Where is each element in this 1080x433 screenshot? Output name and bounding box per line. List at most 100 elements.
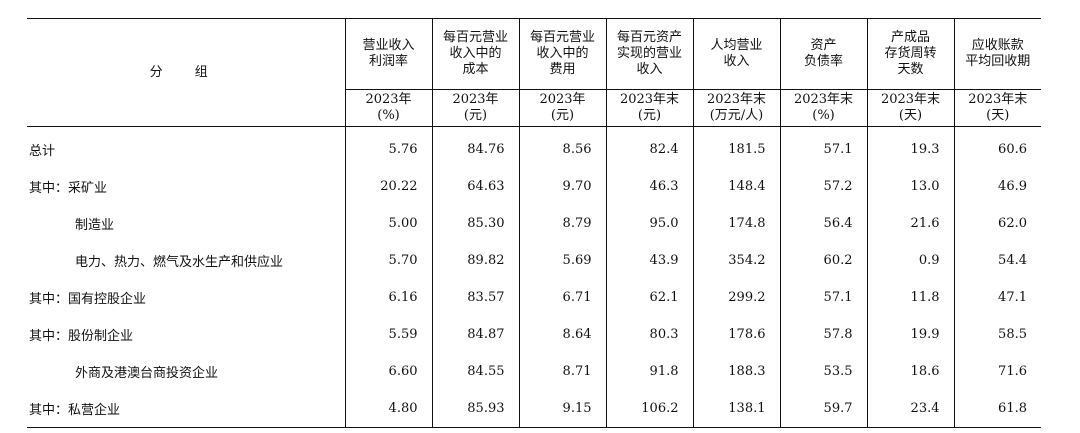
column-header: 每百元营业 收入中的 费用 (518, 18, 606, 90)
table-cell: 5.59 (344, 316, 432, 353)
column-header-text: 每百元营业 (442, 30, 508, 45)
table-cell: 138.1 (692, 390, 780, 428)
table-cell: 19.9 (866, 316, 954, 353)
table-cell: 23.4 (866, 390, 954, 428)
table-cell: 83.57 (431, 279, 519, 316)
column-header-text: 费用 (549, 62, 576, 77)
table-cell: 8.79 (518, 205, 606, 242)
column-header-text: 天数 (897, 62, 924, 77)
table-row: 其中：私营企业 4.80 85.93 9.15 106.2 138.1 59.7 23.4 61… (27, 390, 1041, 428)
table-cell: 181.5 (692, 126, 780, 168)
table-cell: 84.87 (431, 316, 519, 353)
unit-header-text: 2023年末 (619, 92, 680, 107)
table-cell: 57.2 (779, 168, 867, 205)
table-cell: 56.4 (779, 205, 867, 242)
table-cell: 9.70 (518, 168, 606, 205)
table-cell: 9.15 (518, 390, 606, 428)
table-row: 电力、热力、燃气及水生产和供应业 5.70 89.82 5.69 43.9 354.2 60… (27, 242, 1041, 279)
group-column-header: 分 组 (27, 18, 345, 127)
unit-header-text: (万元/人) (709, 108, 764, 123)
row-label: 外商及港澳台商投资企业 (75, 366, 219, 381)
column-header: 每百元营业 收入中的 成本 (431, 18, 519, 90)
table-cell: 148.4 (692, 168, 780, 205)
column-header-text: 应收账款 (971, 38, 1024, 53)
column-header-text: 负债率 (803, 54, 843, 69)
table-cell: 82.4 (605, 126, 693, 168)
table-cell: 354.2 (692, 242, 780, 279)
unit-header-text: 2023年 (539, 92, 586, 107)
row-label: 制造业 (75, 218, 115, 233)
table-cell: 6.71 (518, 279, 606, 316)
unit-header: 2023年末 (天) (953, 89, 1041, 127)
table-header: 分 组 营业收入 利润率 每百元营业 收入中的 成本 每百元营业 收入中的 费用 每百元资… (27, 18, 1041, 127)
table-row: 总计 5.76 84.76 8.56 82.4 181.5 57.1 19.3 60.6 (27, 126, 1041, 168)
table-cell: 43.9 (605, 242, 693, 279)
table-row: 制造业 5.00 85.30 8.79 95.0 174.8 56.4 21.6 62.0 (27, 205, 1041, 242)
table-cell: 62.1 (605, 279, 693, 316)
column-header-text: 收入中的 (536, 46, 589, 61)
table-cell: 84.55 (431, 353, 519, 390)
table-cell: 71.6 (953, 353, 1041, 390)
column-header: 产成品 存货周转 天数 (866, 18, 954, 90)
column-header: 人均营业 收入 (692, 18, 780, 90)
row-label: 其中：采矿业 (29, 181, 108, 196)
table-cell: 0.9 (866, 242, 954, 279)
column-header-text: 平均回收期 (965, 54, 1031, 69)
unit-header-text: (天) (986, 108, 1010, 123)
unit-header-text: (%) (812, 108, 835, 123)
unit-header-text: 2023年末 (793, 92, 854, 107)
header-row-units: 2023年 (%) 2023年 (元) 2023年 (元) 2023年末 (元) 202… (27, 89, 1041, 127)
unit-header-text: (%) (377, 108, 400, 123)
table-cell: 95.0 (605, 205, 693, 242)
table-cell: 85.93 (431, 390, 519, 428)
table-cell: 8.56 (518, 126, 606, 168)
table-cell: 53.5 (779, 353, 867, 390)
column-header-text: 产成品 (890, 30, 930, 45)
table-cell: 18.6 (866, 353, 954, 390)
unit-header-text: 2023年末 (880, 92, 941, 107)
table-cell: 20.22 (344, 168, 432, 205)
table-cell: 174.8 (692, 205, 780, 242)
table-cell: 57.8 (779, 316, 867, 353)
table-cell: 106.2 (605, 390, 693, 428)
table-cell: 89.82 (431, 242, 519, 279)
column-header: 应收账款 平均回收期 (953, 18, 1041, 90)
column-header-text: 每百元营业 (529, 30, 595, 45)
table-body: 总计 5.76 84.76 8.56 82.4 181.5 57.1 19.3 60.6 其中：采… (27, 126, 1041, 428)
statistics-table-container: 分 组 营业收入 利润率 每百元营业 收入中的 成本 每百元营业 收入中的 费用 每百元资… (27, 18, 1041, 428)
table-cell: 85.30 (431, 205, 519, 242)
table-cell: 47.1 (953, 279, 1041, 316)
enterprise-indicators-table: 分 组 营业收入 利润率 每百元营业 收入中的 成本 每百元营业 收入中的 费用 每百元资… (27, 18, 1041, 428)
unit-header-text: (元) (550, 108, 575, 123)
row-label: 总计 (29, 144, 56, 159)
unit-header: 2023年末 (%) (779, 89, 867, 127)
table-cell: 5.70 (344, 242, 432, 279)
table-cell: 299.2 (692, 279, 780, 316)
table-cell: 13.0 (866, 168, 954, 205)
table-cell: 61.8 (953, 390, 1041, 428)
column-header-text: 收入中的 (449, 46, 502, 61)
table-cell: 6.16 (344, 279, 432, 316)
table-row: 外商及港澳台商投资企业 6.60 84.55 8.71 91.8 188.3 53.5 18.… (27, 353, 1041, 390)
column-header: 资产 负债率 (779, 18, 867, 90)
unit-header: 2023年 (元) (431, 89, 519, 127)
column-header-text: 资产 (810, 38, 837, 53)
table-cell: 60.2 (779, 242, 867, 279)
table-cell: 5.69 (518, 242, 606, 279)
table-cell: 46.9 (953, 168, 1041, 205)
row-label: 其中：国有控股企业 (29, 292, 147, 307)
column-header: 每百元资产 实现的营业 收入 (605, 18, 693, 90)
unit-header-text: 2023年 (365, 92, 412, 107)
table-cell: 54.4 (953, 242, 1041, 279)
row-label: 其中：股份制企业 (29, 329, 134, 344)
group-label: 分 组 (149, 64, 222, 80)
unit-header-text: 2023年 (452, 92, 499, 107)
table-cell: 178.6 (692, 316, 780, 353)
column-header-text: 实现的营业 (616, 46, 682, 61)
table-cell: 57.1 (779, 126, 867, 168)
table-cell: 46.3 (605, 168, 693, 205)
table-cell: 5.00 (344, 205, 432, 242)
table-cell: 6.60 (344, 353, 432, 390)
column-header-text: 每百元资产 (616, 30, 682, 45)
table-cell: 57.1 (779, 279, 867, 316)
